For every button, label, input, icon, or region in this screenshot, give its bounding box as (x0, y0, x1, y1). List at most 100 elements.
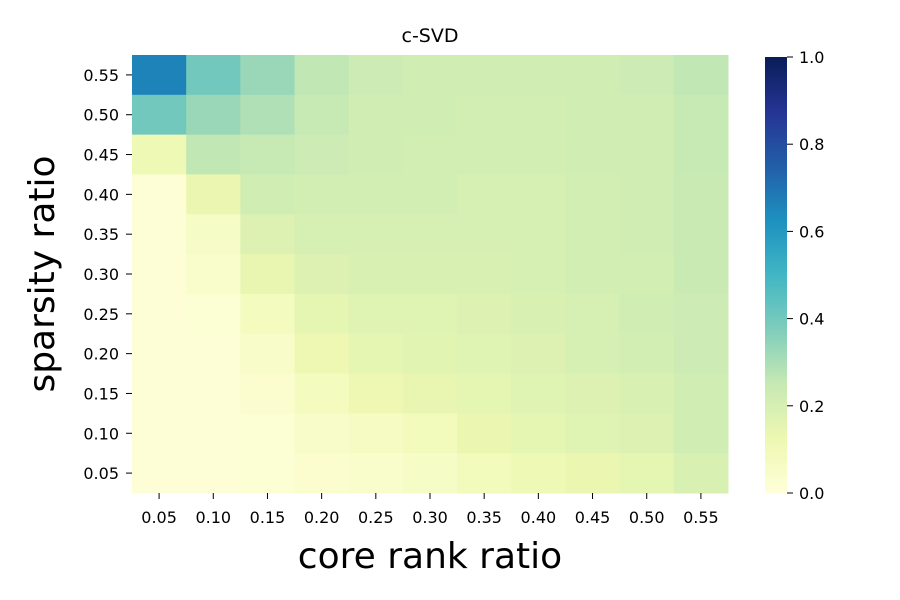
heatmap-cell (294, 293, 350, 335)
heatmap-cell (240, 373, 296, 414)
heatmap-cell (186, 174, 241, 215)
heatmap-cell (186, 55, 241, 96)
heatmap-cell (402, 413, 458, 454)
heatmap-cell (240, 134, 296, 175)
heatmap-cell (457, 94, 512, 136)
heatmap-cell (294, 214, 350, 255)
heatmap-cell (619, 214, 675, 255)
heatmap-cell (457, 293, 512, 335)
heatmap-cells (132, 55, 729, 494)
heatmap-cell (132, 413, 187, 454)
y-tick-label: 0.55 (83, 66, 119, 85)
heatmap-cell (511, 333, 566, 375)
heatmap-cell (565, 453, 621, 494)
colorbar-tick-label: 0.8 (799, 135, 824, 154)
heatmap-cell (186, 413, 241, 454)
y-tick-label: 0.40 (83, 185, 119, 204)
heatmap-cell (132, 254, 187, 295)
heatmap-cell (240, 94, 296, 136)
y-axis: 0.55 0.50 0.45 0.40 0.35 0.30 0.25 0.20 0.15 0.10… (83, 66, 132, 483)
heatmap-cell (132, 174, 187, 215)
heatmap-cell (240, 413, 296, 454)
heatmap-cell (294, 413, 350, 454)
y-tick-label: 0.50 (83, 106, 119, 125)
heatmap-cell (402, 134, 458, 175)
heatmap-cell (511, 214, 566, 255)
heatmap-cell (132, 134, 187, 175)
heatmap-cell (619, 134, 675, 175)
x-tick-label: 0.35 (466, 508, 502, 527)
heatmap-cell (511, 373, 566, 414)
heatmap-cell (186, 94, 241, 136)
heatmap-cell (673, 373, 729, 414)
heatmap-cell (619, 373, 675, 414)
heatmap-cell (457, 373, 512, 414)
heatmap-cell (457, 174, 512, 215)
heatmap-cell (240, 174, 296, 215)
heatmap-cell (673, 214, 729, 255)
heatmap-cell (565, 134, 621, 175)
heatmap-cell (565, 55, 621, 96)
heatmap-cell (132, 55, 187, 96)
y-tick-label: 0.20 (83, 345, 119, 364)
heatmap-cell (132, 293, 187, 335)
heatmap-cell (240, 214, 296, 255)
heatmap-cell (348, 214, 404, 255)
heatmap-cell (294, 174, 350, 215)
heatmap-cell (294, 94, 350, 136)
heatmap-cell (673, 293, 729, 335)
heatmap-cell (294, 333, 350, 375)
heatmap-cell (294, 453, 350, 494)
x-tick-label: 0.10 (195, 508, 231, 527)
colorbar (765, 57, 787, 493)
heatmap-cell (565, 174, 621, 215)
chart-title: c-SVD (402, 25, 459, 47)
heatmap-cell (402, 174, 458, 215)
heatmap-cell (619, 94, 675, 136)
heatmap-cell (619, 413, 675, 454)
heatmap-cell (348, 254, 404, 295)
y-axis-title: sparsity ratio (22, 155, 63, 392)
heatmap-cell (511, 413, 566, 454)
heatmap-cell (565, 413, 621, 454)
heatmap-cell (186, 134, 241, 175)
heatmap-cell (565, 94, 621, 136)
heatmap-cell (240, 55, 296, 96)
heatmap-cell (619, 453, 675, 494)
heatmap-cell (294, 373, 350, 414)
heatmap-cell (186, 254, 241, 295)
heatmap-cell (565, 293, 621, 335)
heatmap-cell (457, 55, 512, 96)
y-tick-label: 0.35 (83, 225, 119, 244)
heatmap-cell (402, 55, 458, 96)
heatmap-cell (348, 55, 404, 96)
heatmap-cell (348, 453, 404, 494)
heatmap-cell (511, 174, 566, 215)
x-tick-label: 0.40 (521, 508, 557, 527)
heatmap-cell (348, 333, 404, 375)
heatmap-cell (348, 174, 404, 215)
x-tick-label: 0.20 (304, 508, 340, 527)
heatmap-cell (132, 453, 187, 494)
heatmap-cell (673, 413, 729, 454)
x-axis: 0.05 0.10 0.15 0.20 0.25 0.30 0.35 0.40 0.45 0.50… (141, 493, 719, 527)
x-tick-label: 0.30 (412, 508, 448, 527)
heatmap-cell (402, 94, 458, 136)
colorbar-tick-label: 1.0 (799, 48, 824, 67)
heatmap-cell (348, 94, 404, 136)
heatmap-cell (186, 373, 241, 414)
heatmap-cell (402, 333, 458, 375)
y-tick-label: 0.25 (83, 305, 119, 324)
heatmap-cell (673, 55, 729, 96)
heatmap-cell (240, 254, 296, 295)
heatmap-cell (132, 214, 187, 255)
heatmap-cell (619, 55, 675, 96)
y-tick-label: 0.10 (83, 424, 119, 443)
heatmap-cell (402, 293, 458, 335)
x-axis-title: core rank ratio (298, 536, 562, 577)
heatmap-cell (673, 174, 729, 215)
heatmap-cell (619, 293, 675, 335)
heatmap-cell (132, 333, 187, 375)
heatmap-cell (348, 413, 404, 454)
heatmap-cell (348, 373, 404, 414)
